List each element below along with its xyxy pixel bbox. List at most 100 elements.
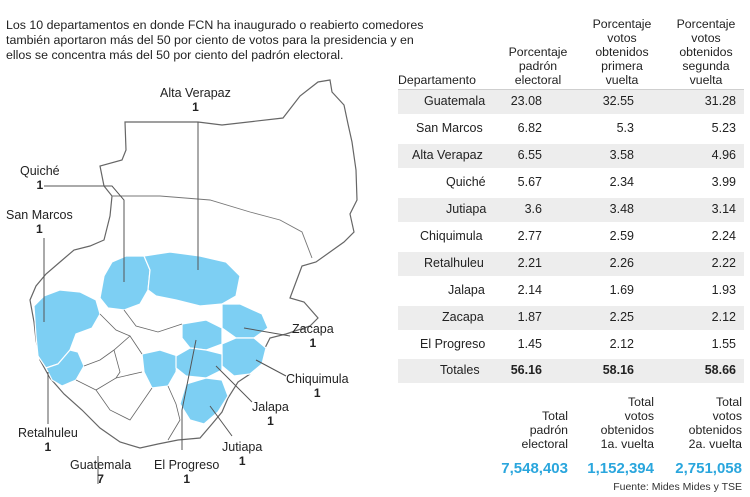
label-chiquimula-count: 1: [313, 386, 321, 400]
cell-segunda: 2.22: [711, 256, 736, 270]
summary-segunda-label: Total votos obtenidos 2a. vuelta: [664, 395, 742, 451]
label-chiquimula: Chiquimula 1: [286, 372, 349, 400]
header-primera-line-3: obtenidos: [595, 45, 649, 59]
label-guatemala-count: 7: [97, 472, 104, 486]
table-row: Zacapa 1.87 2.25 2.12: [398, 306, 744, 330]
table-row: Retalhuleu 2.21 2.26 2.22: [398, 252, 744, 276]
cell-dept: Alta Verapaz: [412, 148, 483, 162]
region-zacapa: [221, 303, 269, 339]
summary-segunda-label-line-4: 2a. vuelta: [688, 437, 742, 451]
region-jalapa: [175, 347, 223, 379]
table-row: Alta Verapaz 6.55 3.58 4.96: [398, 144, 744, 168]
header-segunda-line-5: vuelta: [689, 73, 723, 87]
cell-primera: 2.12: [609, 337, 634, 351]
header-primera-line-1: Porcentaje: [592, 17, 652, 31]
interior-border-6: [123, 309, 183, 333]
leader-el-progreso: [181, 339, 197, 450]
interior-border-4: [95, 387, 153, 421]
cell-dept: Retalhuleu: [424, 256, 484, 270]
region-san-marcos: [33, 289, 101, 369]
intro-text: Los 10 departamentos en donde FCN ha ina…: [6, 18, 426, 63]
leader-zacapa: [243, 327, 291, 337]
label-el-progreso-name: El Progreso: [154, 458, 220, 472]
label-jalapa: Jalapa 1: [252, 400, 289, 428]
interior-border-7: [113, 349, 121, 379]
summary-padron-label-line-3: electoral: [521, 437, 568, 451]
leader-jalapa: [215, 365, 253, 403]
cell-padron: 6.55: [517, 148, 542, 162]
totals-row: Totales 56.16 58.16 58.66: [398, 359, 744, 383]
intro-line-2: también aportaron más del 50 por ciento …: [6, 33, 414, 47]
intro-line-1: Los 10 departamentos en donde FCN ha ina…: [6, 18, 424, 32]
header-padron-line-3: electoral: [514, 73, 562, 87]
label-san-marcos: San Marcos 1: [6, 208, 73, 236]
cell-padron: 6.82: [517, 121, 542, 135]
cell-segunda: 1.93: [711, 283, 736, 297]
summary-padron-label: Total padrón electoral: [488, 409, 568, 451]
cell-primera: 5.3: [616, 121, 634, 135]
summary-primera-label-line-4: 1a. vuelta: [600, 437, 654, 451]
summary-segunda-label-line-3: obtenidos: [688, 423, 742, 437]
cell-dept: Guatemala: [424, 94, 486, 108]
label-quiche: Quiché 1: [20, 164, 60, 192]
label-retalhuleu-name: Retalhuleu: [18, 426, 78, 440]
cell-padron: 23.08: [510, 94, 542, 108]
cell-padron: 1.87: [517, 310, 542, 324]
region-jutiapa: [179, 377, 229, 425]
cell-padron: 3.6: [524, 202, 542, 216]
header-primera-line-4: primera: [601, 59, 643, 73]
table-row: Jalapa 2.14 1.69 1.93: [398, 279, 744, 303]
table-row: Jutiapa 3.6 3.48 3.14: [398, 198, 744, 222]
cell-dept: Quiché: [446, 175, 486, 189]
cell-total-padron: 56.16: [510, 363, 542, 377]
label-zacapa: Zacapa 1: [292, 322, 334, 350]
peten-border: [112, 195, 313, 259]
table-row: San Marcos 6.82 5.3 5.23: [398, 117, 744, 141]
label-guatemala-name: Guatemala: [70, 458, 132, 472]
label-chiquimula-name: Chiquimula: [286, 372, 349, 386]
cell-segunda: 2.24: [711, 229, 736, 243]
label-el-progreso-count: 1: [183, 472, 190, 486]
summary-primera-label: Total votos obtenidos 1a. vuelta: [578, 395, 654, 451]
cell-segunda: 1.55: [711, 337, 736, 351]
label-san-marcos-count: 1: [36, 222, 43, 236]
header-segunda-line-2: votos: [691, 31, 721, 45]
cell-dept: Chiquimula: [420, 229, 483, 243]
label-zacapa-count: 1: [309, 336, 317, 350]
label-alta-verapaz-name: Alta Verapaz: [160, 86, 231, 100]
label-quiche-name: Quiché: [20, 164, 60, 178]
header-segunda: Porcentaje votos obtenidos segunda vuelt…: [666, 17, 746, 87]
header-departamento: Departamento: [398, 73, 476, 87]
summary-primera-label-line-1: Total: [628, 395, 654, 409]
summary-primera-label-line-2: votos: [624, 409, 654, 423]
cell-primera: 3.48: [609, 202, 634, 216]
cell-segunda: 4.96: [711, 148, 736, 162]
summary-padron-value: 7,548,403: [501, 460, 568, 477]
cell-dept: Jutiapa: [446, 202, 487, 216]
cell-primera: 3.58: [609, 148, 634, 162]
cell-totals-label: Totales: [440, 363, 480, 377]
label-jalapa-name: Jalapa: [252, 400, 289, 414]
table-row: Chiquimula 2.77 2.59 2.24: [398, 225, 744, 249]
cell-dept: Zacapa: [442, 310, 484, 324]
label-el-progreso: El Progreso 1: [154, 458, 219, 486]
label-san-marcos-name: San Marcos: [6, 208, 73, 222]
cell-padron: 2.21: [517, 256, 542, 270]
header-separator: [398, 89, 744, 90]
cell-primera: 2.25: [609, 310, 634, 324]
label-alta-verapaz: Alta Verapaz 1: [160, 86, 231, 114]
cell-primera: 1.69: [609, 283, 634, 297]
source-note: Fuente: Mides Mides y TSE: [613, 481, 742, 493]
interior-border-5: [167, 385, 181, 441]
cell-padron: 2.14: [517, 283, 542, 297]
intro-line-3: ellos se concentra más del 50 por ciento…: [6, 48, 344, 62]
label-quiche-count: 1: [36, 178, 44, 192]
header-segunda-line-3: obtenidos: [679, 45, 733, 59]
cell-segunda: 2.12: [711, 310, 736, 324]
summary-segunda-label-line-2: votos: [712, 409, 742, 423]
summary-padron-label-line-2: padrón: [529, 423, 568, 437]
cell-segunda: 3.99: [711, 175, 736, 189]
table-row: Quiché 5.67 2.34 3.99: [398, 171, 744, 195]
cell-segunda: 5.23: [711, 121, 736, 135]
header-primera: Porcentaje votos obtenidos primera vuelt…: [582, 17, 662, 87]
